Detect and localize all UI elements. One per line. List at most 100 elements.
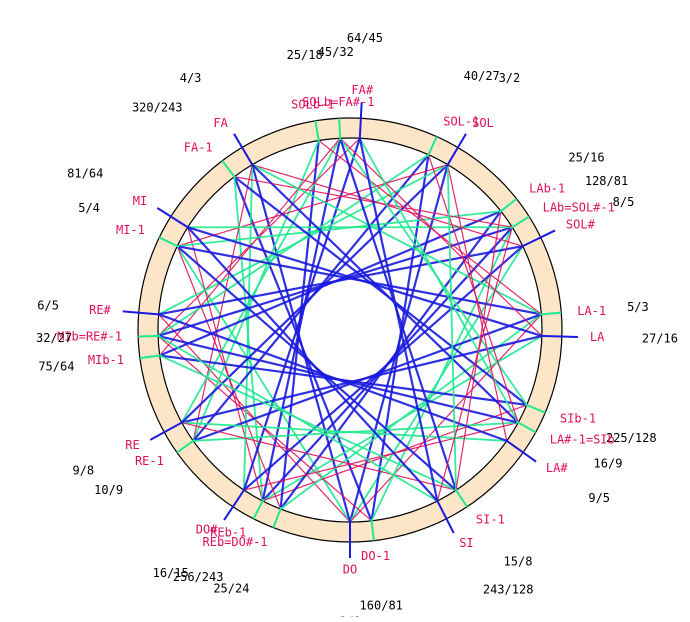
interval-line: [158, 163, 449, 316]
ratio-label: 10/9: [94, 483, 123, 497]
interval-line: [279, 140, 320, 510]
ratio-label: 6/5: [37, 299, 59, 313]
note-label: SI: [459, 536, 473, 550]
interval-line: [186, 226, 439, 502]
node-tick: [524, 403, 546, 414]
note-label: DO-1: [361, 549, 390, 563]
note-label: REb=DO#-1: [203, 535, 268, 549]
ratio-label: 75/64: [38, 359, 74, 373]
interval-line: [181, 421, 507, 442]
interval-line: [158, 313, 508, 442]
ratio-label: 9/5: [588, 491, 610, 505]
node-tick: [272, 506, 283, 529]
ratio-label: 128/81: [585, 174, 628, 188]
note-label: LA-1: [577, 304, 606, 318]
interval-line: [359, 137, 519, 424]
ratio-label: 25/18: [287, 48, 323, 62]
node-tick: [139, 354, 162, 360]
node-tick: [426, 136, 438, 158]
interval-line: [243, 164, 254, 491]
labels: DO1/1DO-1160/81REb-1256/243REb=DO#-125/2…: [36, 31, 678, 622]
interval-line: [339, 137, 543, 337]
interval-line: [251, 163, 542, 316]
ratio-label: 27/16: [642, 331, 678, 345]
ratio-label: 4/3: [180, 71, 202, 85]
note-label: LAb-1: [529, 181, 565, 195]
note-label: LAb=SOL#-1: [543, 201, 615, 215]
note-label: MIb-1: [88, 353, 124, 367]
note-label: LA: [590, 330, 605, 344]
node-tick: [504, 438, 537, 463]
interval-line: [181, 334, 543, 424]
node-tick: [233, 133, 255, 167]
note-label: FA#: [351, 83, 373, 97]
node-tick: [176, 438, 196, 454]
node-tick: [358, 102, 363, 141]
node-tick: [138, 334, 161, 338]
node-tick: [509, 215, 530, 230]
node-tick: [520, 229, 556, 248]
node-tick: [435, 498, 455, 534]
node-tick: [498, 198, 518, 214]
ratio-label: 9/8: [72, 463, 94, 477]
ratio-label: 81/64: [67, 166, 103, 180]
note-label: RE#: [89, 303, 111, 317]
node-tick: [314, 120, 321, 143]
note-label: SOLb-1: [291, 98, 334, 112]
ratio-label: 16/9: [594, 457, 623, 471]
interval-line: [261, 138, 342, 502]
ratio-label: 160/81: [360, 599, 403, 613]
node-tick: [338, 118, 342, 141]
ratio-label: 243/128: [483, 583, 534, 597]
interval-line: [427, 154, 519, 423]
note-label: SIb-1: [560, 411, 596, 425]
note-label: MIb=RE#-1: [57, 330, 122, 344]
interval-line: [177, 164, 448, 247]
node-tick: [149, 420, 185, 441]
ratio-label: 16/15: [153, 566, 189, 580]
node-tick: [515, 420, 537, 434]
ratio-label: 32/27: [36, 331, 72, 345]
node-tick: [539, 334, 578, 339]
node-tick: [158, 236, 180, 248]
interval-line: [181, 137, 341, 424]
interval-line: [436, 227, 513, 502]
interval-line: [181, 421, 457, 491]
node-tick: [252, 498, 265, 520]
node-tick: [156, 207, 191, 230]
note-label: RE-1: [135, 454, 164, 468]
interval-line: [318, 140, 542, 315]
note-label: LA#: [546, 461, 568, 475]
ratio-label: 64/45: [347, 31, 383, 45]
ratio-label: 45/32: [318, 45, 354, 59]
ratio-label: 8/5: [613, 195, 635, 209]
note-label: DO#: [196, 523, 218, 537]
ratio-label: 25/24: [213, 582, 249, 596]
ratio-label: 5/4: [78, 201, 100, 215]
note-label: MI-1: [116, 223, 145, 237]
ratio-label: 25/16: [568, 151, 604, 165]
interval-line: [233, 175, 528, 406]
node-tick: [454, 487, 468, 508]
node-tick: [221, 160, 237, 179]
note-label: SOLb=FA#-1: [302, 95, 374, 109]
note-label: REb-1: [210, 526, 246, 540]
ratio-label: 5/3: [627, 300, 649, 314]
note-label: SOL: [472, 116, 494, 130]
note-label: MI: [133, 194, 147, 208]
note-label: DO: [343, 563, 357, 577]
note-label: FA-1: [184, 141, 213, 155]
note-label: SOL-1: [443, 114, 479, 128]
ratio-label: 320/243: [132, 101, 183, 115]
node-tick: [223, 487, 246, 521]
ratio-label: 256/243: [173, 570, 224, 584]
interval-line: [358, 138, 439, 502]
node-tick: [445, 133, 467, 167]
ratio-label: 3/2: [499, 71, 521, 85]
node-tick: [539, 311, 562, 316]
note-label: SI-1: [476, 513, 505, 527]
note-label: FA: [213, 116, 228, 130]
note-label: RE: [125, 438, 139, 452]
interval-line: [447, 164, 508, 442]
